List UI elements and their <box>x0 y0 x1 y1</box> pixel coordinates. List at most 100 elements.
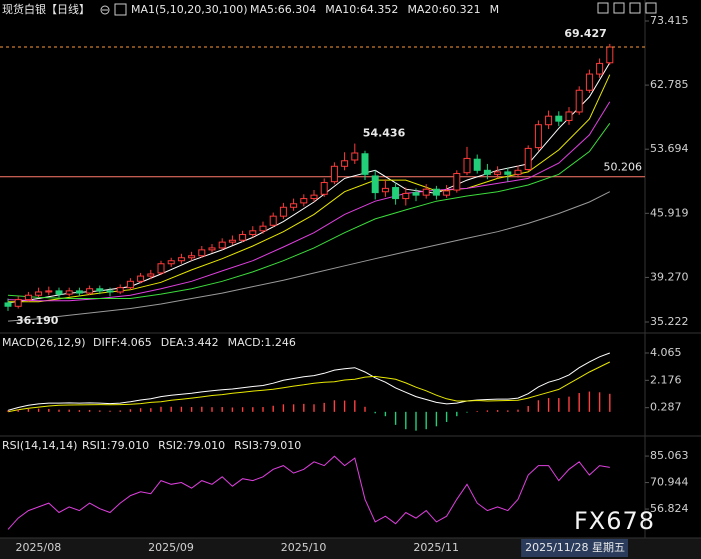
extreme-label: 36.190 <box>16 314 59 327</box>
candle-body <box>218 241 226 249</box>
legend-entry: MA20:60.321 <box>407 3 480 16</box>
legend-entry: RSI1:79.010 <box>82 439 149 452</box>
candle-body <box>45 290 53 293</box>
legend-entry: MACD:1.246 <box>228 336 296 349</box>
candle-body <box>381 187 389 193</box>
legend-entry: RSI3:79.010 <box>234 439 301 452</box>
legend-entry: RSI2:79.010 <box>158 439 225 452</box>
level-label: 50.206 <box>604 161 643 174</box>
chart-title: 现货白银【日线】 <box>2 2 90 16</box>
candle-body <box>96 288 104 292</box>
candle-body <box>188 255 196 259</box>
candle-body <box>575 89 583 113</box>
candle-body <box>320 182 328 195</box>
candle-body <box>585 73 593 91</box>
legend-entry: M <box>490 3 500 16</box>
candle-body <box>228 239 236 243</box>
candle-body <box>402 192 410 200</box>
candle-body <box>290 203 298 208</box>
candle-body <box>75 290 83 294</box>
ma-label: MA1(5,10,20,30,100) <box>131 3 248 16</box>
x-tick-label: 2025/10 <box>281 541 327 554</box>
macd-line <box>7 352 610 411</box>
extreme-label: 69.427 <box>564 27 606 40</box>
candle-body <box>422 188 430 196</box>
y-tick-label: 2.176 <box>650 373 682 386</box>
candle-body <box>157 263 165 274</box>
candle-body <box>361 153 369 175</box>
x-tick-label: 2025/11 <box>413 541 459 554</box>
legend-entry: MA5:66.304 <box>250 3 316 16</box>
candle-body <box>126 280 134 289</box>
candle-body <box>116 287 124 293</box>
ma-line <box>7 101 611 302</box>
candle-body <box>412 192 420 196</box>
candle-body <box>106 290 114 293</box>
candle-body <box>35 291 43 296</box>
ma-line <box>7 123 611 299</box>
y-tick-label: 39.270 <box>650 270 689 283</box>
candle-body <box>269 215 277 226</box>
candle-body <box>514 169 522 175</box>
candle-body <box>596 62 604 75</box>
candle-body <box>259 225 267 232</box>
candle-body <box>494 171 502 175</box>
legend-entry: DEA:3.442 <box>161 336 219 349</box>
candle-body <box>279 206 287 217</box>
legend-entry: DIFF:4.065 <box>93 336 152 349</box>
y-tick-label: 73.415 <box>650 14 689 27</box>
candle-body <box>147 273 155 277</box>
y-tick-label: 85.063 <box>650 449 689 462</box>
legend-entry: MA10:64.352 <box>325 3 398 16</box>
candle-body <box>24 294 32 301</box>
candle-body <box>432 188 440 196</box>
x-tick-label: 2025/08 <box>16 541 62 554</box>
y-tick-label: 56.824 <box>650 502 689 515</box>
x-tick-label: 2025/09 <box>148 541 194 554</box>
candle-body <box>167 260 175 265</box>
candle-body <box>310 194 318 200</box>
candle-body <box>198 249 206 257</box>
macd-line <box>7 361 611 413</box>
candle-body <box>55 290 63 295</box>
period-icon[interactable] <box>100 5 110 15</box>
panel-title: RSI(14,14,14) <box>2 439 77 452</box>
y-tick-label: 35.222 <box>650 315 689 328</box>
candle-body <box>4 302 12 307</box>
candle-body <box>137 275 145 282</box>
candle-body <box>463 157 471 174</box>
candle-body <box>443 190 451 196</box>
candle-body <box>86 288 94 294</box>
y-tick-label: 45.919 <box>650 206 689 219</box>
candle-body <box>177 257 185 262</box>
candle-body <box>483 169 491 175</box>
candle-body <box>249 230 257 236</box>
candle-body <box>239 234 247 241</box>
candle-body <box>565 111 573 121</box>
panel-title: MACD(26,12,9) <box>2 336 86 349</box>
candle-body <box>351 152 359 161</box>
candle-body <box>545 115 553 126</box>
extreme-label: 54.436 <box>363 127 406 140</box>
y-tick-label: 0.287 <box>650 401 682 414</box>
candle-body <box>392 187 400 200</box>
y-tick-label: 70.944 <box>650 476 689 489</box>
watermark: FX678 <box>574 507 655 535</box>
y-tick-label: 53.694 <box>650 142 689 155</box>
candle-body <box>473 158 481 171</box>
window-controls[interactable] <box>597 2 657 14</box>
candle-body <box>330 165 338 183</box>
ma-line <box>7 191 611 322</box>
candle-body <box>341 160 349 167</box>
indicator-icon[interactable] <box>114 3 127 16</box>
x-cursor-box <box>521 539 628 557</box>
candle-body <box>65 290 73 295</box>
candle-body <box>300 198 308 204</box>
candle-body <box>504 171 512 175</box>
candle-body <box>534 124 542 149</box>
candle-body <box>453 173 461 191</box>
candle-body <box>606 46 614 64</box>
x-tick-label: 2025/11/28 星期五 <box>525 541 625 554</box>
